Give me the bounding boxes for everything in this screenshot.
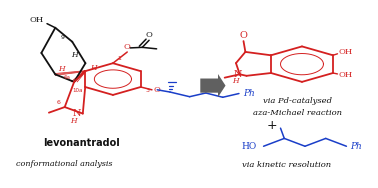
Text: OH: OH [29,16,43,24]
Text: Ph: Ph [350,142,362,151]
Text: via kinetic resolution: via kinetic resolution [242,161,332,168]
Text: 6: 6 [56,100,60,105]
Text: 1: 1 [118,56,121,61]
Text: OH: OH [339,71,353,79]
Text: H: H [58,64,65,73]
Text: levonantradol: levonantradol [43,138,120,148]
Text: HO: HO [242,142,257,151]
Text: via Pd-catalysed: via Pd-catalysed [263,97,332,105]
Text: O: O [153,86,160,94]
Text: +: + [266,119,277,132]
Text: Ph: Ph [243,89,255,98]
Text: OH: OH [339,49,353,56]
Text: O: O [124,43,131,51]
Text: N: N [73,109,81,118]
Text: aza-Michael reaction: aza-Michael reaction [253,109,342,117]
Text: 9: 9 [61,35,65,40]
Text: N: N [234,70,242,79]
Text: H: H [232,77,239,85]
Text: 10a: 10a [73,89,83,93]
Text: H: H [71,51,77,59]
Text: O: O [146,31,152,39]
Text: H: H [70,117,77,125]
Text: O: O [240,31,248,40]
Text: H: H [90,64,96,72]
Text: conformational analysis: conformational analysis [17,160,113,168]
Polygon shape [200,74,226,97]
Text: 6a: 6a [64,75,71,80]
Text: 3: 3 [145,88,149,93]
